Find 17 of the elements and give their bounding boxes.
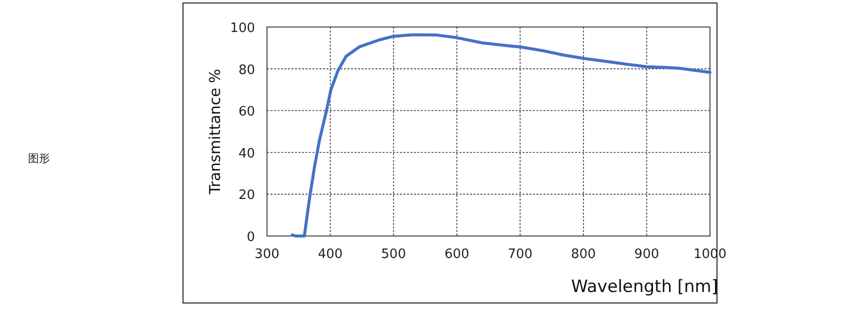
line-series bbox=[290, 33, 712, 238]
x-tick-label: 800 bbox=[571, 247, 596, 262]
x-tick-label: 900 bbox=[634, 247, 660, 262]
y-tick-label: 20 bbox=[238, 188, 255, 204]
x-tick-label: 300 bbox=[254, 247, 280, 262]
x-tick-label: 400 bbox=[318, 247, 343, 262]
y-tick-label: 40 bbox=[238, 146, 255, 162]
y-tick-label: 60 bbox=[238, 104, 255, 120]
y-axis-title: Transmittance % bbox=[206, 68, 224, 196]
x-tick-label: 700 bbox=[508, 247, 533, 262]
x-axis-title: Wavelength [nm] bbox=[571, 277, 718, 297]
y-tick-label: 80 bbox=[238, 62, 255, 78]
x-tick-label: 600 bbox=[444, 247, 470, 262]
x-tick-label: 500 bbox=[381, 247, 406, 262]
y-tick-label: 0 bbox=[246, 230, 255, 245]
y-tick-label: 100 bbox=[230, 21, 255, 36]
text: 图形 bbox=[28, 152, 50, 165]
